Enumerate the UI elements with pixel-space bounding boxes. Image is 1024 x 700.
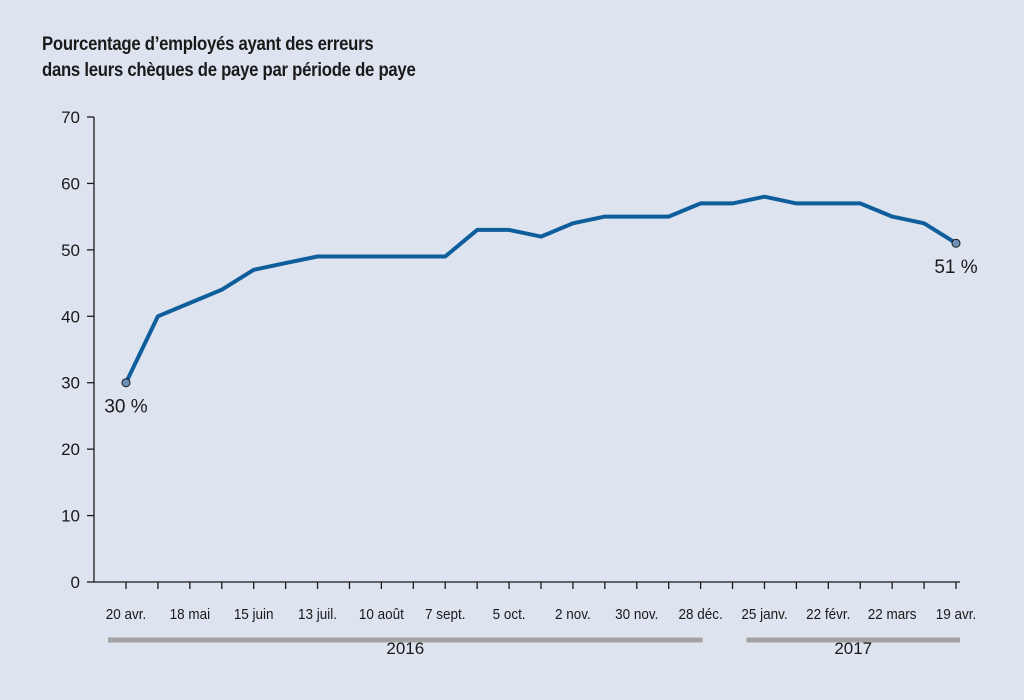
year-bar	[108, 637, 703, 643]
chart-title: Pourcentage d’employés ayant des erreurs…	[42, 32, 416, 84]
series-line	[124, 194, 958, 385]
x-tick-label: 22 mars	[868, 606, 917, 623]
y-tick-label: 50	[61, 241, 80, 260]
y-tick-label: 30	[61, 374, 80, 393]
data-label: 51 %	[934, 257, 977, 278]
x-tick-label: 10 août	[359, 606, 404, 623]
data-point-marker	[121, 378, 131, 388]
x-tick-label: 28 déc.	[679, 606, 723, 623]
x-tick-label: 19 avr.	[936, 606, 976, 623]
year-bands: 2016 2017	[108, 637, 960, 658]
chart-title-line-2: dans leurs chèques de paye par période d…	[42, 60, 416, 81]
annotations-layer: 30 % 51 %	[104, 238, 978, 418]
year-label: 2017	[834, 639, 872, 658]
year-bar	[746, 637, 960, 643]
y-tick-label: 10	[61, 507, 80, 526]
y-tick-label: 20	[61, 440, 80, 459]
x-tick-label: 20 avr.	[106, 606, 146, 623]
y-axis: 0 10 20 30 40 50 60 70	[61, 108, 95, 592]
x-tick-label: 5 oct.	[493, 606, 526, 623]
y-tick-label: 0	[71, 573, 80, 592]
y-tick-label: 70	[61, 108, 80, 127]
x-tick-label: 15 juin	[234, 606, 274, 623]
x-tick-label: 7 sept.	[425, 606, 465, 623]
y-tick-label: 60	[61, 174, 80, 193]
data-label: 30 %	[104, 397, 147, 418]
series-layer	[124, 194, 958, 385]
year-label: 2016	[386, 639, 424, 658]
x-tick-label: 18 mai	[170, 606, 210, 623]
x-tick-label: 30 nov.	[615, 606, 658, 623]
x-tick-label: 13 juil.	[298, 606, 337, 623]
x-tick-label: 2 nov.	[555, 606, 591, 623]
chart-title-line-1: Pourcentage d’employés ayant des erreurs	[42, 34, 374, 55]
x-tick-label: 22 févr.	[806, 606, 850, 623]
y-tick-label: 40	[61, 307, 80, 326]
x-tick-label: 25 janv.	[741, 606, 787, 623]
data-point-marker	[951, 238, 961, 248]
x-axis: 20 avr. 18 mai 15 juin 13 juil. 10 août 7 sep…	[94, 581, 976, 623]
